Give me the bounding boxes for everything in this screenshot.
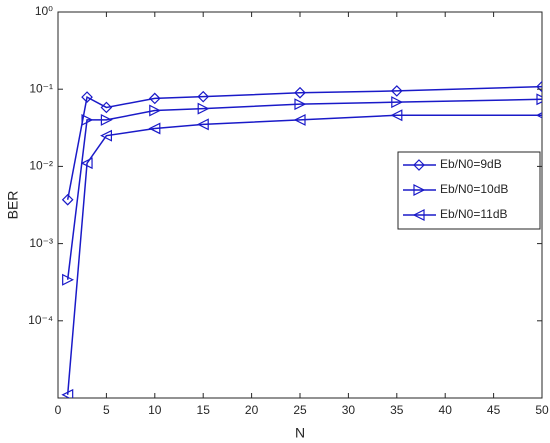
x-tick-label: 25 — [293, 403, 307, 417]
legend: Eb/N0=9dB Eb/N0=10dB Eb/N0=11dB — [397, 151, 541, 230]
data-point — [536, 93, 542, 106]
x-tick-label: 35 — [390, 403, 404, 417]
legend-label: Eb/N0=11dB — [440, 207, 508, 221]
data-point — [294, 86, 306, 99]
x-tick-label: 40 — [439, 403, 453, 417]
data-point — [100, 101, 113, 114]
y-tick-label: 10⁰ — [35, 4, 53, 18]
data-point — [197, 90, 210, 103]
data-point — [81, 91, 93, 103]
data-point — [197, 102, 210, 115]
y-tick-label: 10⁻⁴ — [28, 313, 53, 327]
series-line — [66, 98, 542, 280]
data-point — [149, 104, 162, 117]
legend-marker — [412, 209, 425, 221]
legend-label: Eb/N0=10dB — [440, 182, 508, 196]
x-tick-label: 15 — [197, 403, 211, 417]
x-tick-label: 5 — [103, 403, 110, 417]
data-point — [62, 273, 75, 286]
data-point — [100, 113, 113, 126]
data-point — [81, 113, 94, 126]
data-point — [536, 80, 542, 93]
data-point — [293, 113, 306, 126]
data-point — [196, 118, 209, 131]
x-axis-label: N — [295, 425, 305, 441]
x-tick-label: 20 — [245, 403, 259, 417]
legend-marker — [413, 184, 426, 196]
data-point — [148, 92, 161, 105]
legend-label: Eb/N0=9dB — [440, 157, 502, 171]
data-point — [61, 388, 74, 398]
legend-marker — [413, 159, 425, 171]
x-tick-label: 50 — [535, 403, 549, 417]
data-point — [100, 129, 112, 142]
y-tick-label: 10⁻³ — [29, 236, 53, 250]
y-tick-label: 10⁻¹ — [29, 81, 53, 95]
data-point — [148, 122, 161, 135]
data-point — [294, 98, 307, 111]
x-tick-label: 0 — [55, 403, 62, 417]
data-point — [80, 157, 93, 170]
x-tick-label: 10 — [148, 403, 162, 417]
data-point — [391, 96, 404, 109]
data-point — [390, 85, 403, 97]
data-point — [61, 193, 74, 206]
x-tick-label: 45 — [487, 403, 501, 417]
y-axis-label: BER — [5, 191, 21, 220]
x-tick-label: 30 — [342, 403, 356, 417]
data-point — [390, 109, 403, 122]
plot-area — [61, 80, 542, 398]
y-tick-label: 10⁻² — [29, 159, 53, 173]
